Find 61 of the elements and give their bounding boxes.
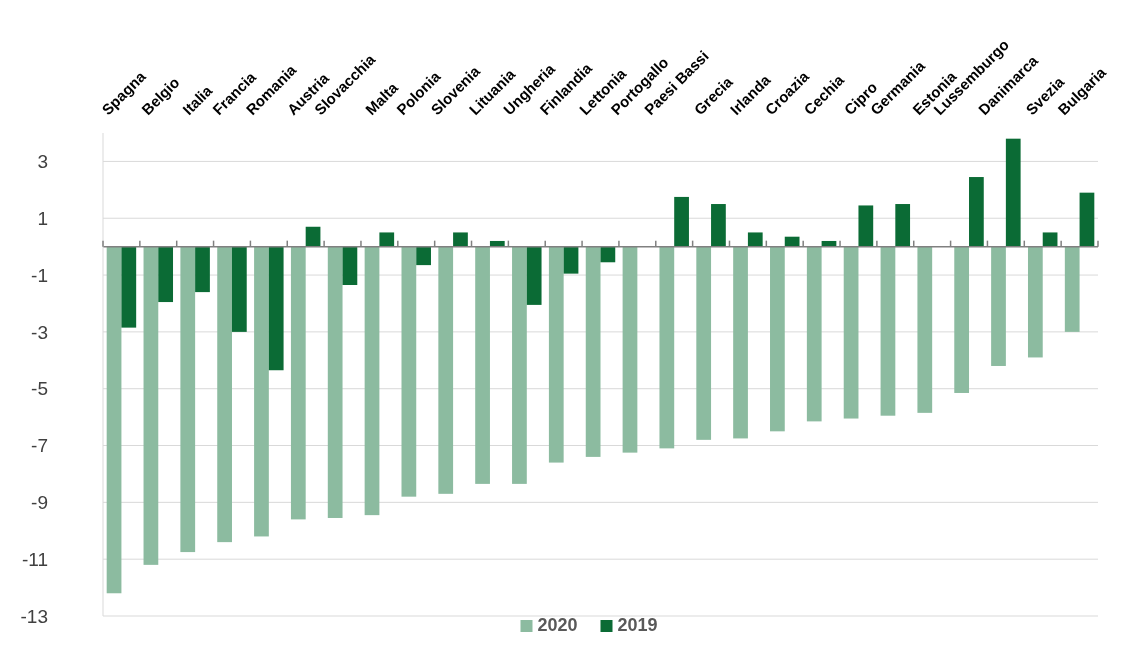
y-tick-label: 3 <box>37 151 48 173</box>
bar <box>1064 246 1080 332</box>
bar <box>1042 232 1058 247</box>
bar <box>143 246 159 565</box>
bar <box>379 232 395 247</box>
legend-label: 2020 <box>537 615 578 635</box>
bar <box>231 246 247 332</box>
y-tick-label: -1 <box>31 264 48 286</box>
y-tick-label: -13 <box>20 605 48 627</box>
bar <box>1027 246 1043 358</box>
bar <box>622 246 638 453</box>
bar <box>880 246 896 416</box>
bar <box>526 246 542 305</box>
bar <box>843 246 859 419</box>
bar <box>327 246 343 518</box>
bar <box>585 246 601 457</box>
bar <box>600 246 616 263</box>
bar <box>1079 192 1095 247</box>
bar <box>121 246 137 328</box>
bar <box>711 204 726 247</box>
bar <box>106 246 122 594</box>
bar <box>180 246 196 553</box>
bar <box>268 246 284 371</box>
bar <box>305 226 321 247</box>
bar <box>438 246 454 494</box>
bar <box>342 246 358 285</box>
bar <box>991 246 1006 366</box>
bar <box>917 246 933 413</box>
bar <box>563 246 579 274</box>
bar <box>954 246 970 393</box>
bar <box>364 246 380 516</box>
bar <box>659 246 675 449</box>
bar <box>512 246 527 484</box>
bar <box>290 246 306 520</box>
bar <box>475 246 490 484</box>
y-tick-label: -11 <box>21 548 48 570</box>
y-tick-label: -9 <box>31 492 48 513</box>
bar <box>217 246 232 543</box>
bar <box>548 246 564 463</box>
bar <box>416 246 431 266</box>
bar <box>969 177 984 247</box>
bar <box>858 205 874 247</box>
bar <box>733 246 748 439</box>
legend-label: 2019 <box>617 615 658 635</box>
bar <box>1005 138 1021 247</box>
y-tick-label: 1 <box>37 207 48 229</box>
bar <box>895 204 911 247</box>
y-tick-label: -7 <box>31 435 48 457</box>
bar <box>784 236 800 247</box>
bar <box>453 232 468 247</box>
bar <box>401 246 417 497</box>
bar <box>770 246 785 432</box>
bar <box>806 246 822 422</box>
bar <box>158 246 174 303</box>
bar <box>195 246 210 293</box>
bar <box>747 232 763 247</box>
bar <box>674 196 689 247</box>
y-tick-label: -3 <box>31 321 48 343</box>
bar <box>254 246 269 537</box>
bar <box>696 246 712 440</box>
y-tick-label: -5 <box>31 378 48 400</box>
